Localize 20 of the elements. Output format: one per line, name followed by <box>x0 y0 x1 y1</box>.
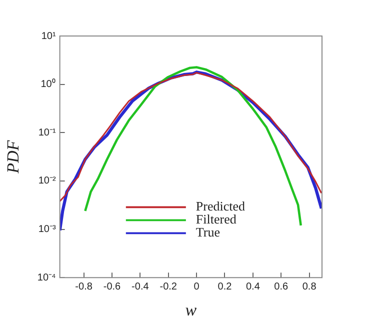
y-tick-label: 10¹ <box>41 30 56 42</box>
legend-label: True <box>196 224 220 240</box>
x-tick-label: -0.2 <box>160 281 178 292</box>
x-tick-label: 0 <box>194 281 200 292</box>
legend-label: Predicted <box>196 198 246 214</box>
x-axis-title: w <box>185 300 198 320</box>
y-tick-label: 10⁻¹ <box>38 127 56 138</box>
x-tick-label: 0.8 <box>302 281 317 292</box>
y-tick-label: 10⁰ <box>40 78 56 90</box>
x-tick-label: -0.4 <box>132 281 150 292</box>
x-tick-label: 0.6 <box>274 281 289 292</box>
y-axis-title: PDF <box>4 140 23 174</box>
x-tick-label: -0.8 <box>75 281 93 292</box>
x-tick-label: -0.6 <box>103 281 122 292</box>
y-tick-label: 10⁻³ <box>38 224 56 236</box>
y-tick-label: 10⁻² <box>38 176 56 187</box>
x-tick-label: 0.4 <box>246 281 260 292</box>
x-tick-label: 0.2 <box>218 281 232 292</box>
y-tick-label: 10⁻⁴ <box>37 272 56 284</box>
legend-label: Filtered <box>196 212 237 227</box>
